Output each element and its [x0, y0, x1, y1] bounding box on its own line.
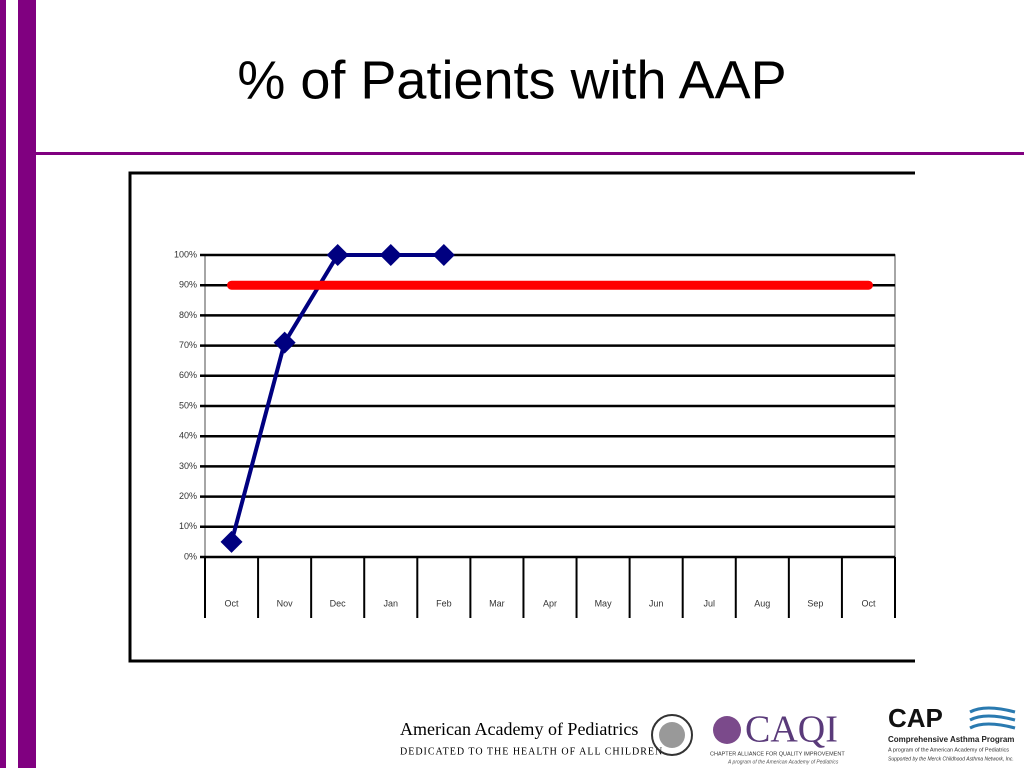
- y-tick-label: 90%: [179, 280, 197, 290]
- marker: [379, 244, 402, 266]
- caqi-icon: [713, 716, 741, 744]
- y-tick-label: 100%: [174, 249, 197, 259]
- y-tick-label: 70%: [179, 340, 197, 350]
- plot: 0% 10% 20% 30% 40% 50% 60% 70% 80% 90% 100% Oct Nov D…: [174, 244, 896, 618]
- x-tick-label: May: [595, 598, 613, 608]
- frame-cut: [915, 170, 935, 664]
- x-tick-label: Jul: [703, 598, 715, 608]
- aap-seal: [659, 722, 685, 748]
- y-tick-label: 20%: [179, 491, 197, 501]
- marker: [273, 331, 296, 354]
- y-tick-label: 40%: [179, 431, 197, 441]
- aap-seal: [651, 714, 693, 756]
- marker: [326, 244, 349, 266]
- x-tick-label: Jun: [649, 598, 664, 608]
- cap-name: CAP: [888, 703, 943, 733]
- cap-line1: Comprehensive Asthma Program: [888, 735, 1014, 744]
- y-tick-label: 60%: [179, 370, 197, 380]
- cap-line3: Supported by the Merck Childhood Asthma …: [888, 756, 1014, 762]
- y-tick-label: 80%: [179, 310, 197, 320]
- x-tick-label: Dec: [330, 598, 347, 608]
- aap-name: American Academy of Pediatrics: [400, 719, 638, 739]
- marker: [220, 530, 243, 553]
- caqi-line2: A program of the American Academy of Ped…: [727, 759, 839, 765]
- x-tick-label: Nov: [277, 598, 294, 608]
- cap-line2: A program of the American Academy of Ped…: [888, 747, 1009, 753]
- x-tick-label: Aug: [754, 598, 770, 608]
- title-rule: [36, 152, 1024, 155]
- caqi-name: CAQI: [745, 709, 838, 751]
- y-tick-label: 50%: [179, 400, 197, 410]
- cap-waves: [969, 706, 1016, 730]
- y-tick-label: 30%: [179, 461, 197, 471]
- x-tick-label: Oct: [225, 598, 240, 608]
- side-bar: [18, 0, 36, 768]
- footer: American Academy of Pediatrics DEDICATED…: [400, 703, 1016, 765]
- x-tick-label: Sep: [807, 598, 823, 608]
- x-tick-label: Feb: [436, 598, 452, 608]
- x-tick-label: Mar: [489, 598, 505, 608]
- side-bar: [0, 0, 6, 768]
- y-tick-label: 10%: [179, 521, 197, 531]
- marker: [432, 244, 455, 266]
- x-tick-label: Apr: [543, 598, 557, 608]
- aap-tagline: DEDICATED TO THE HEALTH OF ALL CHILDREN: [400, 746, 663, 757]
- y-tick-label: 0%: [184, 551, 197, 561]
- x-tick-label: Oct: [861, 598, 876, 608]
- x-tick-label: Jan: [384, 598, 399, 608]
- slide-title: % of Patients with AAP: [237, 50, 786, 110]
- caqi-line1: CHAPTER ALLIANCE FOR QUALITY IMPROVEMENT: [710, 751, 845, 757]
